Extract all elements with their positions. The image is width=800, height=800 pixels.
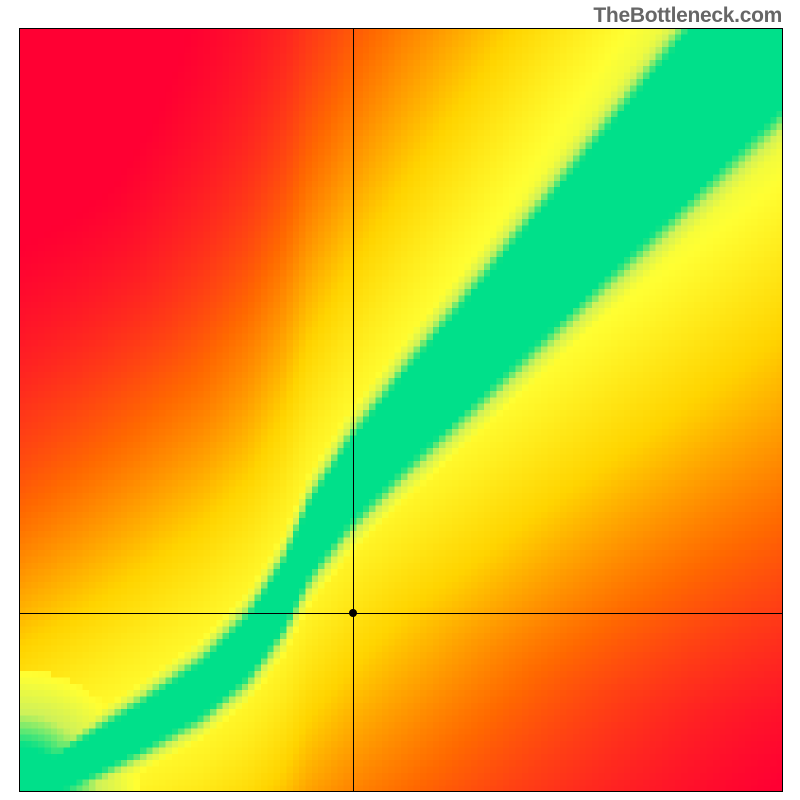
crosshair-horizontal [19, 613, 783, 614]
marker-dot [349, 609, 357, 617]
watermark-text: TheBottleneck.com [593, 4, 782, 28]
crosshair-vertical [353, 28, 354, 792]
heatmap-canvas [19, 28, 783, 792]
chart-container: TheBottleneck.com [0, 0, 800, 800]
